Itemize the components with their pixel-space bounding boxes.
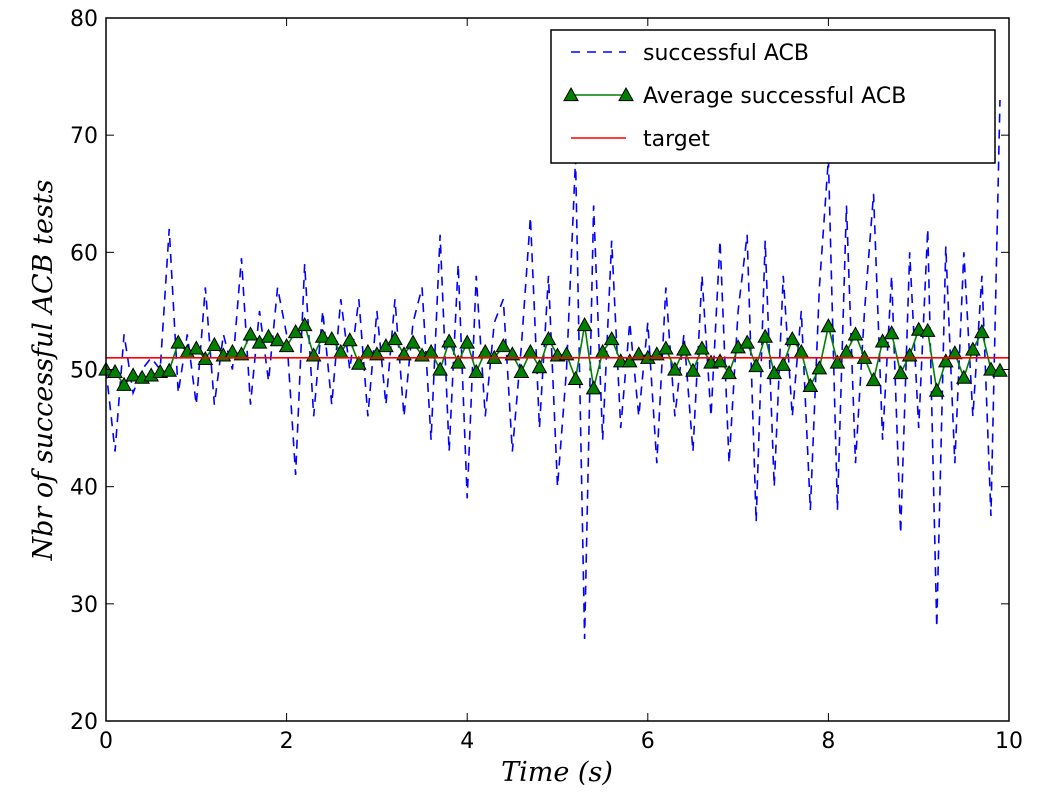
marker — [630, 346, 647, 361]
marker — [721, 364, 737, 380]
y-tick-label: 70 — [70, 124, 98, 149]
marker — [937, 353, 954, 368]
marker — [965, 341, 981, 356]
marker — [341, 332, 358, 347]
y-axis-label: Nbr of successful ACB tests — [28, 180, 59, 562]
marker — [387, 331, 403, 346]
y-tick-label: 20 — [70, 710, 98, 735]
marker — [378, 338, 394, 353]
marker — [558, 346, 575, 361]
marker — [278, 338, 295, 353]
marker — [775, 356, 792, 371]
marker — [116, 376, 132, 391]
marker — [802, 377, 819, 393]
marker — [667, 361, 683, 376]
marker — [883, 325, 900, 340]
y-tick-label: 50 — [70, 359, 98, 384]
x-axis-label: Time (s) — [501, 757, 613, 788]
marker — [107, 363, 123, 378]
marker — [450, 354, 467, 369]
marker — [974, 323, 990, 339]
marker — [946, 345, 963, 360]
y-tick-label: 30 — [70, 593, 98, 618]
marker — [576, 316, 593, 332]
marker — [766, 364, 783, 380]
marker — [603, 331, 620, 346]
marker — [260, 328, 277, 343]
marker — [658, 340, 674, 355]
marker — [585, 380, 602, 395]
marker — [350, 355, 367, 370]
marker — [287, 323, 304, 339]
marker — [405, 334, 421, 349]
marker — [296, 316, 313, 332]
legend-label: successful ACB — [643, 41, 809, 66]
marker — [441, 333, 457, 348]
marker — [685, 362, 701, 377]
legend-label: target — [643, 127, 710, 152]
y-tick-label: 40 — [70, 476, 98, 501]
marker — [811, 360, 828, 375]
marker — [125, 367, 141, 382]
marker — [269, 332, 286, 347]
x-tick-label: 4 — [460, 729, 474, 754]
x-tick-label: 6 — [641, 729, 655, 754]
marker — [233, 346, 250, 361]
marker — [540, 331, 557, 346]
x-tick-label: 2 — [280, 729, 294, 754]
marker — [847, 326, 864, 341]
x-tick-label: 0 — [99, 729, 113, 754]
marker — [314, 328, 331, 343]
y-tick-label: 80 — [70, 7, 98, 32]
marker — [161, 362, 178, 377]
legend-label: Average successful ACB — [643, 84, 906, 109]
plot-frame — [105, 17, 1010, 722]
marker — [956, 369, 972, 384]
marker — [396, 346, 412, 361]
marker — [432, 361, 448, 376]
marker — [892, 364, 909, 380]
marker — [513, 363, 530, 378]
legend-marker — [563, 86, 579, 102]
y-tick-label: 60 — [70, 241, 98, 266]
marker — [928, 382, 945, 397]
marker — [748, 357, 765, 373]
x-tick-label: 10 — [995, 729, 1023, 754]
marker — [874, 333, 891, 348]
marker — [739, 334, 755, 349]
marker — [865, 372, 882, 387]
marker — [495, 338, 512, 353]
marker — [621, 353, 638, 368]
marker — [983, 361, 999, 376]
marker — [820, 318, 837, 333]
marker — [712, 353, 728, 368]
marker — [170, 334, 187, 349]
marker — [694, 340, 710, 355]
marker — [369, 346, 385, 361]
marker — [757, 328, 774, 343]
marker — [242, 326, 259, 341]
marker — [531, 359, 548, 374]
marker — [188, 340, 205, 355]
legend-marker — [618, 86, 634, 102]
marker — [459, 334, 476, 349]
marker — [567, 370, 584, 385]
marker — [676, 341, 692, 356]
x-tick-label: 8 — [821, 729, 835, 754]
marker — [829, 354, 846, 369]
marker — [206, 336, 223, 351]
marker — [919, 322, 936, 337]
marker — [784, 331, 801, 346]
marker — [323, 331, 340, 346]
marker — [910, 321, 927, 336]
marker — [468, 363, 485, 378]
marker — [504, 346, 521, 361]
